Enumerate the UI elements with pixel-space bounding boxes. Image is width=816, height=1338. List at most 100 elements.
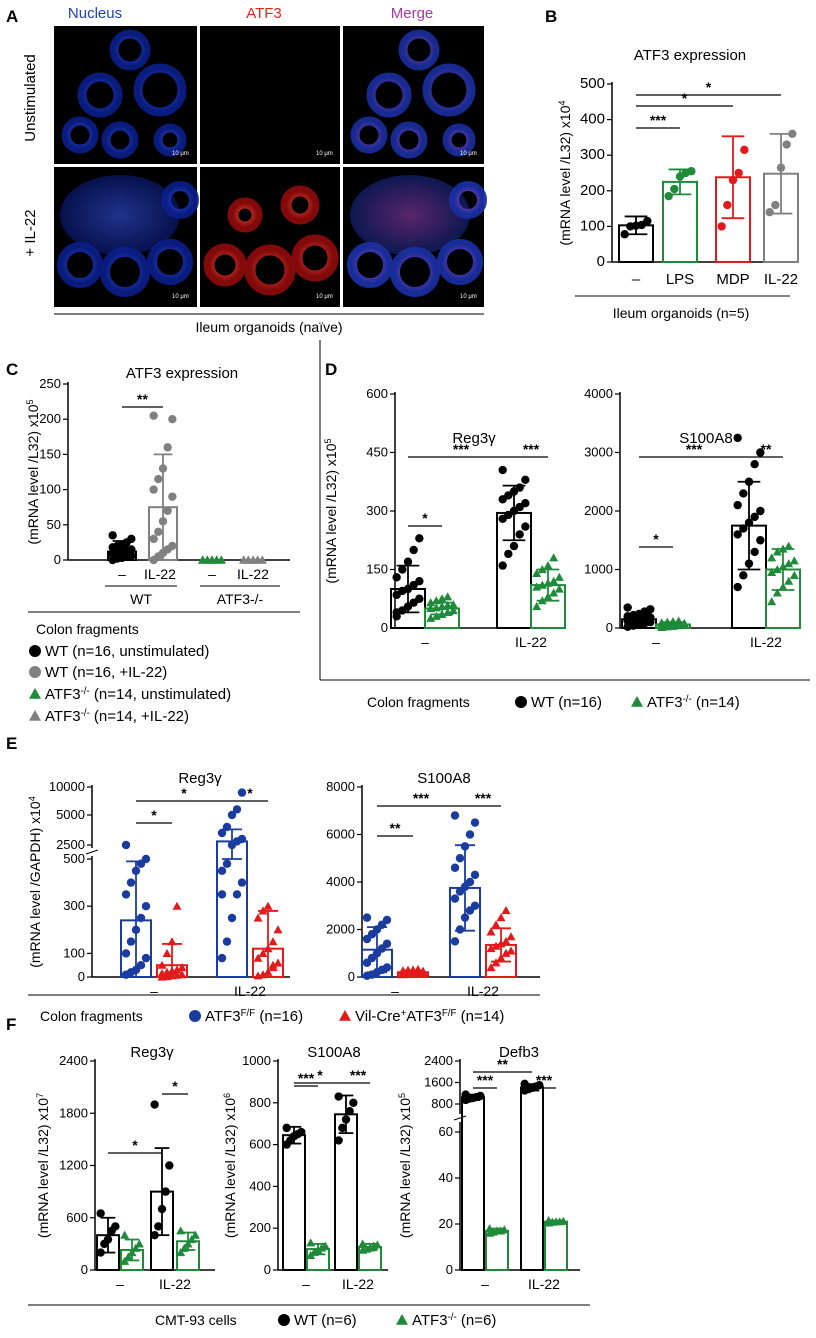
- y-axis-label: (mRNA level /GAPDH) x104: [27, 796, 43, 968]
- x-tick-label: LPS: [666, 271, 694, 288]
- y-tick-label: 600: [66, 1210, 88, 1225]
- chart-title: S100A8: [307, 1044, 360, 1061]
- data-point: [111, 1222, 120, 1231]
- data-point: [470, 901, 480, 910]
- image-nucleus-unstim: [54, 26, 197, 164]
- significance-label: ***: [350, 1067, 367, 1083]
- y-tick-label: 10000: [49, 779, 85, 794]
- panel-letter-e: E: [6, 734, 17, 753]
- data-point: [554, 584, 564, 593]
- data-point: [784, 541, 794, 550]
- data-point: [121, 890, 131, 899]
- y-tick-label: 50: [47, 517, 61, 532]
- significance-label: ***: [298, 1070, 315, 1086]
- y-tick-label: 800: [431, 1096, 453, 1111]
- data-point: [450, 863, 460, 872]
- data-point: [750, 547, 759, 557]
- data-point: [120, 1230, 130, 1239]
- data-point: [756, 536, 765, 545]
- y-tick-label: 450: [366, 445, 388, 460]
- y-tick-label: 5000: [56, 807, 85, 822]
- data-point: [150, 1100, 159, 1109]
- legend-label: ATF3-/- (n=6): [412, 1312, 496, 1330]
- y-axis-label: (mRNA level /L32) x104: [557, 100, 573, 245]
- data-point: [415, 577, 424, 586]
- y-tick-label: 0: [264, 1262, 271, 1277]
- data-point: [664, 191, 673, 201]
- significance-label: *: [653, 531, 659, 547]
- data-point: [168, 415, 177, 424]
- data-point: [268, 937, 278, 946]
- data-point: [161, 1187, 170, 1196]
- data-point: [134, 1239, 144, 1248]
- data-point: [455, 854, 465, 863]
- data-point: [168, 541, 177, 551]
- y-tick-label: 800: [249, 1095, 271, 1110]
- image-atf3-unstim: [200, 26, 340, 164]
- svg-text:10 μm: 10 μm: [172, 151, 189, 157]
- data-point: [222, 937, 232, 946]
- data-point: [382, 915, 392, 925]
- data-point: [646, 605, 655, 614]
- data-point: [717, 222, 726, 231]
- data-point: [157, 960, 167, 969]
- data-point: [131, 1243, 141, 1252]
- data-point: [486, 927, 496, 936]
- significance-label: *: [181, 785, 187, 801]
- data-point: [362, 913, 372, 922]
- data-point: [227, 913, 237, 923]
- data-point: [674, 616, 684, 625]
- column-title-atf3: ATF3: [246, 5, 282, 22]
- data-point: [486, 944, 496, 953]
- x-tick-label: –: [302, 1276, 310, 1292]
- panel-d-legend-lead: Colon fragments: [367, 694, 470, 710]
- x-tick-label: IL-22: [237, 566, 269, 582]
- chart-b: ATF3 expression 0 100 200 300 400 500 (mRNA lev…: [557, 47, 799, 288]
- y-tick-label: 200: [249, 1220, 271, 1235]
- data-point: [96, 1209, 105, 1218]
- x-tick-label: –: [208, 566, 216, 582]
- data-point: [501, 936, 511, 945]
- y-tick-label: 500: [580, 75, 605, 92]
- data-point: [127, 545, 136, 554]
- data-point: [486, 963, 496, 972]
- data-point: [723, 200, 732, 210]
- data-point: [784, 576, 794, 585]
- data-point: [268, 960, 278, 969]
- data-point: [126, 937, 136, 946]
- svg-text:10 μm: 10 μm: [460, 294, 477, 300]
- data-point: [163, 506, 172, 515]
- data-point: [149, 534, 158, 544]
- data-point: [496, 913, 506, 922]
- data-point: [476, 1091, 485, 1101]
- significance-label: **: [497, 1056, 508, 1072]
- data-point: [521, 499, 530, 508]
- y-tick-label: 0: [348, 969, 355, 984]
- bar: [282, 1134, 306, 1271]
- data-point: [237, 788, 247, 797]
- legend-label: ATF3F/F (n=16): [205, 1008, 303, 1026]
- y-tick-label: 1000: [584, 562, 613, 577]
- data-point: [154, 527, 163, 537]
- data-point: [415, 594, 424, 603]
- y-tick-label: 1000: [242, 1053, 271, 1068]
- chart-f3: Defb3 0 20 40 60 800 1600 2400 (mRNA level /L32)…: [397, 1044, 580, 1292]
- data-point: [149, 411, 158, 420]
- chart-d1: Reg3γ 0 150 300 450 600 (mRNA level /L32) x105…: [323, 386, 566, 650]
- data-point: [521, 522, 530, 531]
- data-point: [141, 953, 151, 963]
- data-point: [448, 600, 458, 609]
- y-tick-label: 8000: [326, 779, 355, 794]
- x-tick-label: –: [118, 566, 126, 582]
- y-tick-label: 0: [54, 552, 61, 567]
- data-point: [765, 207, 774, 217]
- svg-text:10 μm: 10 μm: [460, 151, 477, 157]
- data-point: [121, 949, 131, 958]
- legend-marker: [339, 1010, 351, 1021]
- data-point: [646, 613, 655, 622]
- bar: [520, 1086, 544, 1272]
- y-tick-label: 0: [446, 1262, 453, 1277]
- y-tick-label: 100: [580, 217, 605, 234]
- significance-label: **: [390, 820, 401, 836]
